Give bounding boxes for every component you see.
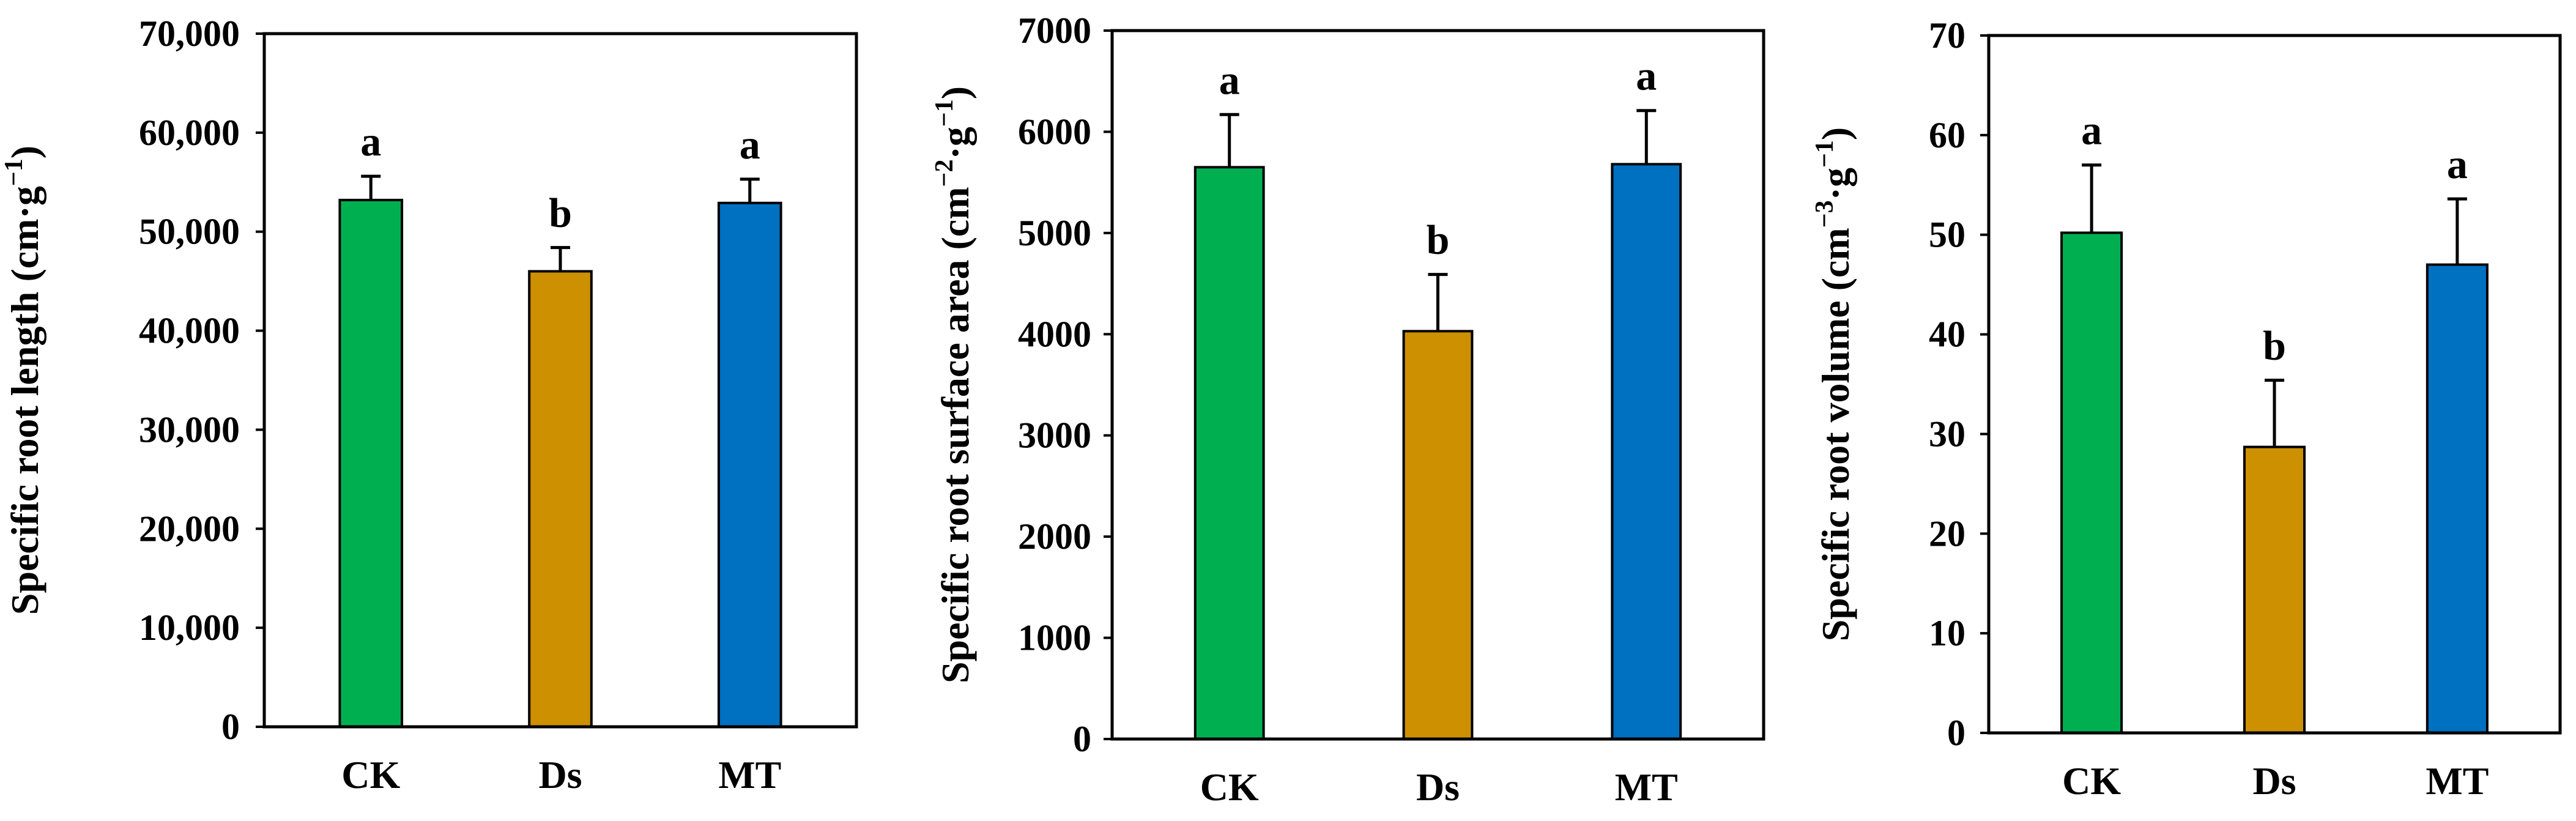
category-label: CK bbox=[1200, 765, 1259, 809]
y-axis-title-part: ) bbox=[934, 86, 977, 99]
y-tick-label: 10 bbox=[1929, 613, 1965, 653]
category-label: MT bbox=[2426, 759, 2489, 803]
chart-panel-3: a CK b Ds a MT 0 10 20 30 40 50 60 70 Specific root vo… bbox=[1811, 15, 2562, 803]
y-tick-label: 3000 bbox=[1018, 415, 1091, 456]
bar-ck bbox=[338, 198, 404, 729]
y-tick-label: 20,000 bbox=[139, 508, 240, 549]
significance-label: b bbox=[549, 190, 572, 236]
y-tick-label: 0 bbox=[1073, 719, 1091, 759]
y-tick-label: 40 bbox=[1929, 314, 1965, 355]
y-axis-title: Specific root length (cm·g−1) bbox=[0, 146, 46, 615]
bar-ds bbox=[2243, 445, 2306, 734]
bar-ck bbox=[1193, 166, 1265, 741]
y-tick-label: 10,000 bbox=[139, 607, 240, 648]
category-label: Ds bbox=[538, 753, 582, 797]
significance-label: a bbox=[2447, 141, 2468, 187]
y-axis-title-superscript: −1 bbox=[930, 99, 959, 127]
y-tick-label: 20 bbox=[1929, 513, 1965, 554]
y-tick-label: 5000 bbox=[1018, 213, 1091, 253]
y-tick-label: 7000 bbox=[1018, 10, 1091, 51]
y-axis-title-part: Specific root length (cm·g bbox=[3, 186, 46, 615]
category-label: CK bbox=[2062, 759, 2121, 803]
y-tick-label: 60 bbox=[1929, 115, 1965, 155]
y-axis-title: Specific root surface area (cm−2·g−1) bbox=[930, 86, 977, 683]
bar-ds bbox=[1402, 330, 1474, 740]
y-tick-label: 60,000 bbox=[139, 113, 240, 153]
y-axis-title: Specific root volume (cm−3·g−1) bbox=[1811, 127, 1857, 642]
y-tick-label: 70 bbox=[1929, 15, 1965, 56]
y-axis-title-part: Specific root volume (cm bbox=[1814, 228, 1857, 641]
significance-label: b bbox=[1427, 217, 1450, 263]
significance-label: b bbox=[2263, 322, 2286, 368]
y-axis-title-superscript: −1 bbox=[1811, 140, 1839, 168]
category-label: MT bbox=[1615, 765, 1678, 809]
y-tick-label: 1000 bbox=[1018, 618, 1091, 658]
significance-label: a bbox=[1636, 53, 1657, 99]
bar-mt bbox=[2426, 263, 2489, 735]
y-tick-label: 0 bbox=[1947, 713, 1965, 753]
bar-mt bbox=[717, 201, 782, 729]
significance-label: a bbox=[2081, 107, 2102, 154]
bar-ck bbox=[2060, 231, 2123, 734]
y-axis-title-part: ) bbox=[1814, 127, 1857, 140]
y-tick-label: 4000 bbox=[1018, 314, 1091, 354]
y-axis-title-part: ) bbox=[3, 146, 46, 158]
y-tick-label: 30 bbox=[1929, 414, 1965, 454]
y-axis-title-superscript: −2 bbox=[930, 160, 959, 187]
plot-frame bbox=[1110, 29, 1765, 741]
y-axis-title-part: ·g bbox=[934, 127, 977, 159]
chart-panel-1: a CK b Ds a MT 0 10,000 20,000 30,000 40,000 50,000… bbox=[0, 13, 858, 797]
category-label: CK bbox=[341, 753, 400, 797]
plot-frame bbox=[262, 32, 858, 729]
y-axis-title-part: ·g bbox=[1814, 168, 1857, 200]
y-axis-title-part: Specific root surface area (cm bbox=[934, 187, 977, 683]
y-axis-title-superscript: −3 bbox=[1811, 200, 1839, 228]
y-tick-label: 50 bbox=[1929, 215, 1965, 255]
category-label: Ds bbox=[2252, 759, 2296, 803]
significance-label: a bbox=[360, 118, 381, 165]
significance-label: a bbox=[740, 121, 760, 168]
category-label: Ds bbox=[1416, 765, 1460, 809]
plot-frame bbox=[1987, 34, 2562, 735]
y-tick-label: 0 bbox=[221, 707, 240, 747]
y-tick-label: 2000 bbox=[1018, 516, 1091, 557]
y-tick-label: 30,000 bbox=[139, 409, 240, 450]
y-axis-title-superscript: −1 bbox=[0, 158, 28, 186]
y-tick-label: 70,000 bbox=[139, 13, 240, 54]
significance-label: a bbox=[1219, 56, 1240, 103]
y-tick-label: 50,000 bbox=[139, 212, 240, 252]
bar-ds bbox=[528, 270, 593, 728]
category-label: MT bbox=[718, 753, 781, 797]
chart-panel-2: a CK b Ds a MT 0 1000 2000 3000 4000 5000 6000 7000 Sp… bbox=[930, 10, 1765, 809]
y-tick-label: 6000 bbox=[1018, 111, 1091, 152]
y-tick-label: 40,000 bbox=[139, 311, 240, 351]
bar-mt bbox=[1611, 163, 1682, 740]
